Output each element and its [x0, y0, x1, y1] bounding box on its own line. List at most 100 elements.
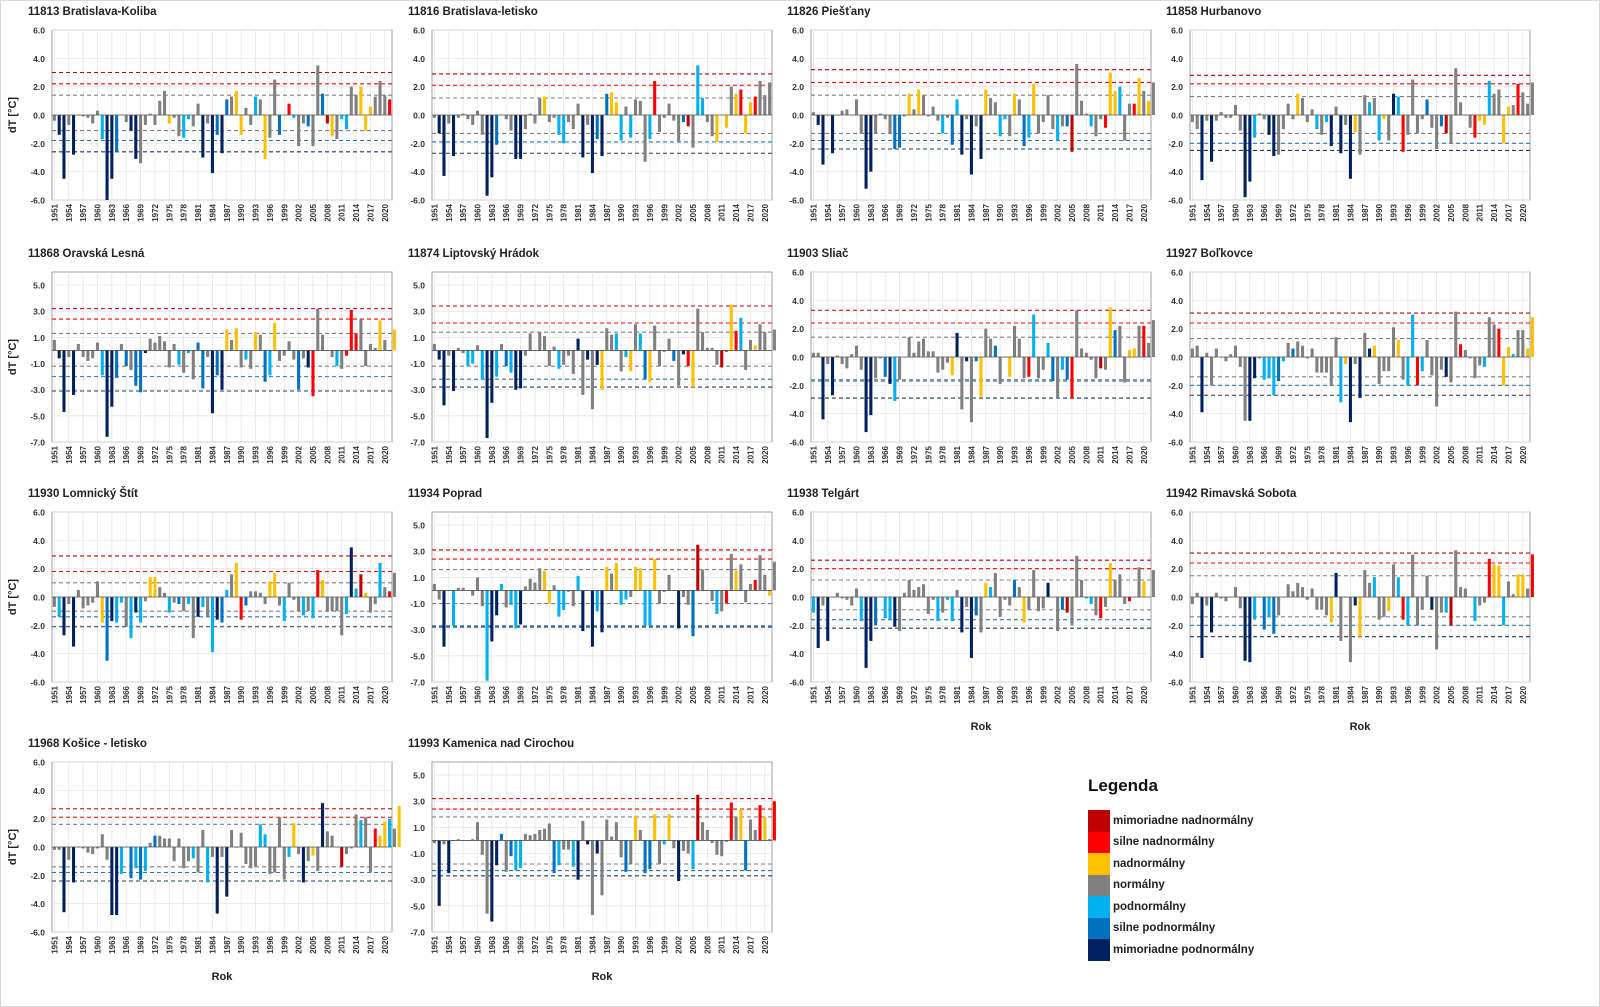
y-tick-label: -2.0 — [30, 621, 45, 631]
x-tick-label: 2017 — [1504, 445, 1513, 463]
bar-1963 — [110, 847, 114, 915]
bar-1951 — [52, 597, 56, 607]
bar-2017 — [748, 102, 752, 115]
x-tick-label: 1972 — [531, 685, 540, 703]
bar-1998 — [277, 817, 281, 847]
bar-2018 — [1511, 354, 1515, 357]
bar-2006 — [316, 308, 320, 351]
legend-label: silne podnormálny — [1113, 922, 1216, 935]
bar-1978 — [1320, 357, 1324, 373]
bar-2002 — [1056, 357, 1060, 399]
legend-swatch — [1088, 810, 1110, 832]
bar-2018 — [1132, 103, 1136, 115]
bar-1955 — [72, 597, 76, 647]
bar-undefined — [772, 561, 776, 591]
bar-1974 — [543, 828, 547, 841]
bar-1958 — [86, 350, 90, 361]
bar-1969 — [519, 590, 523, 625]
x-tick-label: 1969 — [137, 685, 146, 703]
x-tick-label: 1981 — [574, 935, 583, 953]
bar-1967 — [888, 357, 892, 384]
bar-1958 — [1224, 597, 1228, 602]
bar-2004 — [1065, 597, 1069, 613]
bar-1974 — [1301, 345, 1305, 357]
y-tick-label: -6.0 — [789, 678, 804, 688]
bar-1968 — [893, 357, 897, 401]
y-tick-label: -4.0 — [30, 167, 45, 177]
bar-1988 — [610, 573, 614, 591]
bar-1990 — [998, 357, 1002, 384]
station-chart: 11858 Hurbanovo 6.0 4.0 2.0 0.0 -2.0 -4.0 -6.0 1… — [1138, 4, 1534, 244]
bar-2000 — [287, 582, 291, 597]
bar-1960 — [475, 822, 480, 841]
bar-1983 — [965, 115, 969, 120]
chart-title: 11903 Sliač — [787, 248, 849, 260]
bar-undefined — [1530, 554, 1534, 597]
bar-2017 — [368, 343, 372, 351]
bar-1992 — [1387, 357, 1391, 372]
x-tick-label: 2002 — [295, 935, 304, 953]
bar-1967 — [509, 840, 513, 857]
x-tick-label: 1963 — [488, 685, 497, 703]
bar-1972 — [533, 833, 537, 841]
bar-2018 — [1511, 105, 1515, 115]
x-tick-label: 1966 — [122, 685, 131, 703]
bar-1963 — [110, 350, 114, 407]
bar-1996 — [648, 115, 652, 140]
bar-1961 — [859, 357, 863, 370]
x-tick-label: 1951 — [50, 685, 59, 703]
x-tick-label: 2002 — [675, 445, 684, 463]
y-tick-label: 4.0 — [33, 536, 45, 546]
x-tick-label: 2008 — [323, 203, 332, 221]
bar-1954 — [67, 597, 71, 605]
x-tick-label: 1984 — [208, 935, 217, 953]
bar-1979 — [945, 357, 950, 363]
x-tick-label: 2020 — [761, 685, 770, 703]
bar-2003 — [301, 350, 305, 359]
x-tick-label: 1993 — [252, 685, 261, 703]
x-tick-label: 1951 — [809, 445, 818, 463]
legend-item: mimoriadne nadnormálny — [1088, 810, 1254, 832]
bar-1961 — [100, 350, 104, 376]
bar-2003 — [301, 847, 305, 883]
x-tick-label: 2005 — [309, 445, 318, 463]
bar-1973 — [917, 341, 921, 357]
bar-2020 — [763, 332, 767, 351]
x-tick-label: 1996 — [266, 685, 275, 703]
x-tick-label: 2014 — [352, 203, 361, 221]
bar-1989 — [993, 572, 997, 597]
bar-1989 — [1372, 345, 1376, 357]
bar-1983 — [965, 357, 969, 362]
bar-1959 — [471, 350, 475, 364]
y-tick-label: -6.0 — [1168, 438, 1183, 448]
station-chart: 11813 Bratislava-Koliba 6.0 4.0 2.0 0.0 -2.0 -… — [0, 4, 393, 244]
bar-1992 — [249, 350, 253, 369]
x-tick-label: 1960 — [93, 685, 102, 703]
x-tick-label: 1999 — [280, 685, 289, 703]
bar-1997 — [653, 814, 657, 841]
bar-1954 — [826, 597, 830, 641]
bar-1964 — [115, 597, 119, 623]
x-tick-label: 2005 — [1447, 203, 1456, 221]
bar-1962 — [105, 115, 109, 200]
y-tick-label: -3.0 — [410, 625, 425, 635]
bar-1985 — [215, 597, 219, 620]
bar-1961 — [859, 115, 863, 134]
chart-title: 11930 Lomnický Štít — [28, 488, 138, 500]
bar-1964 — [115, 847, 119, 915]
x-tick-label: 1963 — [1246, 203, 1255, 221]
bar-1984 — [210, 597, 214, 653]
y-tick-label: -4.0 — [1168, 409, 1183, 419]
bar-1979 — [566, 115, 571, 123]
bar-1993 — [253, 96, 258, 115]
bar-1986 — [979, 115, 983, 159]
bar-1981 — [196, 103, 200, 115]
x-tick-label: 1987 — [1361, 203, 1370, 221]
x-tick-label: 2014 — [1111, 685, 1120, 703]
bar-2018 — [753, 345, 757, 351]
chart-title: 11813 Bratislava-Koliba — [28, 6, 157, 18]
bar-1977 — [1315, 597, 1319, 610]
bar-1965 — [499, 583, 503, 591]
bar-1992 — [1008, 115, 1012, 137]
bar-1960 — [95, 342, 100, 351]
